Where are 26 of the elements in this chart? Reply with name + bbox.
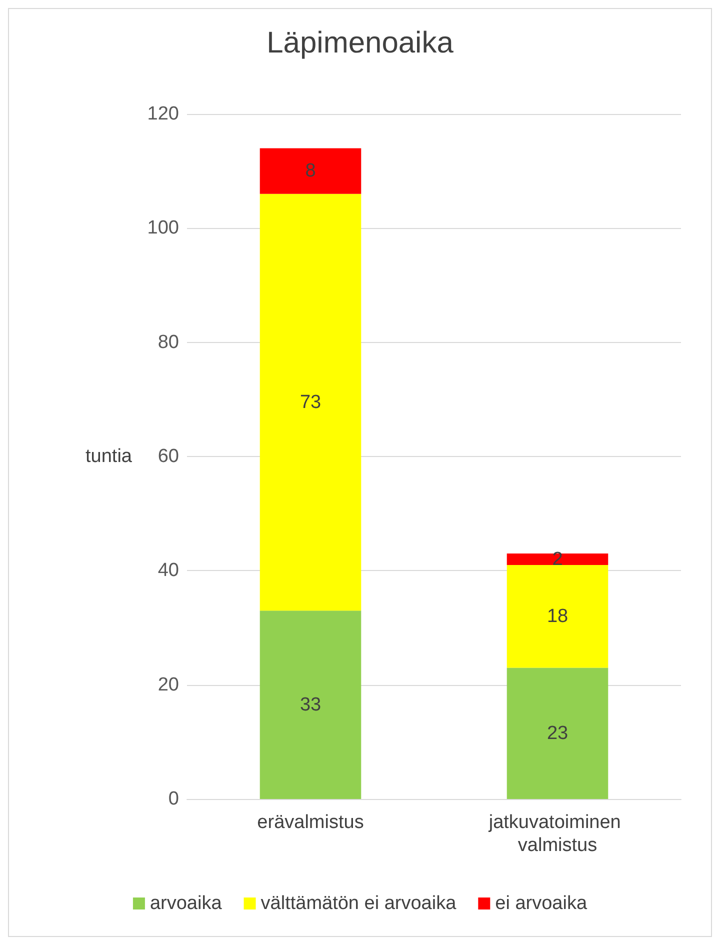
bar — [506, 668, 608, 799]
y-tick-label: 100 — [147, 218, 179, 239]
bar — [260, 148, 362, 194]
bar — [260, 194, 362, 611]
data-label: 33 — [300, 694, 322, 716]
y-tick-label: 40 — [158, 560, 179, 582]
legend-label: arvoaika — [150, 893, 222, 914]
chart-title: Läpimenoaika — [266, 26, 454, 60]
legend-label: ei arvoaika — [495, 893, 588, 914]
y-tick-label: 0 — [168, 788, 179, 810]
x-tick-label: erävalmistus — [257, 812, 364, 833]
y-axis-title: tuntia — [86, 446, 132, 467]
data-label: 8 — [305, 160, 316, 182]
y-tick-label: 80 — [158, 332, 179, 353]
y-tick-label: 120 — [147, 104, 179, 124]
legend-label: välttämätön ei arvoaika — [260, 893, 457, 914]
data-label: 73 — [300, 392, 322, 413]
bar — [506, 554, 608, 565]
y-tick-label: 20 — [158, 674, 179, 696]
data-label: 2 — [552, 548, 563, 570]
x-tick-label: jatkuvatoiminen valmistus — [488, 812, 626, 856]
y-tick-label: 60 — [158, 446, 179, 467]
bar — [260, 610, 362, 799]
bar — [506, 564, 608, 668]
data-label: 23 — [546, 722, 568, 744]
data-label: 18 — [546, 606, 568, 627]
